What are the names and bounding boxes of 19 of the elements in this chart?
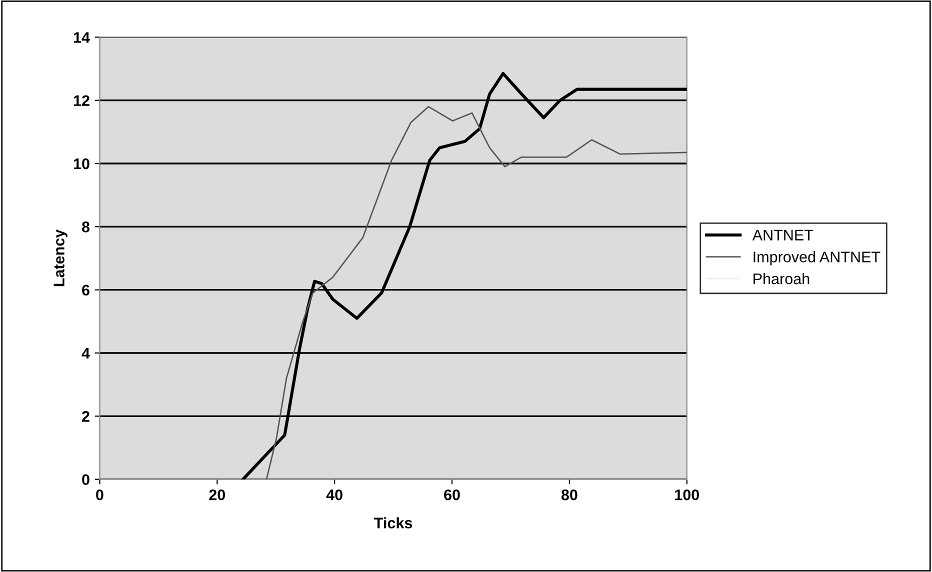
legend-label: Improved ANTNET xyxy=(754,251,880,266)
x-tick-label: 80 xyxy=(561,489,578,500)
legend-label: ANTNET xyxy=(752,230,814,240)
x-axis-title: Ticks xyxy=(374,517,412,528)
y-tick-label: 14 xyxy=(74,32,90,43)
x-tick-label: 40 xyxy=(326,489,342,500)
y-tick-label: 8 xyxy=(82,222,90,232)
x-tick-label: 100 xyxy=(675,489,700,500)
y-axis-title: Latency xyxy=(54,229,68,286)
y-tick-label: 2 xyxy=(82,411,90,422)
y-tick-label: 4 xyxy=(82,348,90,359)
x-tick-label: 60 xyxy=(444,489,460,500)
y-tick-label: 6 xyxy=(82,284,90,296)
y-tick-label: 12 xyxy=(74,95,90,106)
x-tick-label: 20 xyxy=(209,489,226,500)
y-tick-label: 0 xyxy=(82,474,90,486)
y-tick-label: 10 xyxy=(74,158,90,170)
legend-label: Pharoah xyxy=(754,273,810,284)
x-tick-label: 0 xyxy=(96,489,104,500)
